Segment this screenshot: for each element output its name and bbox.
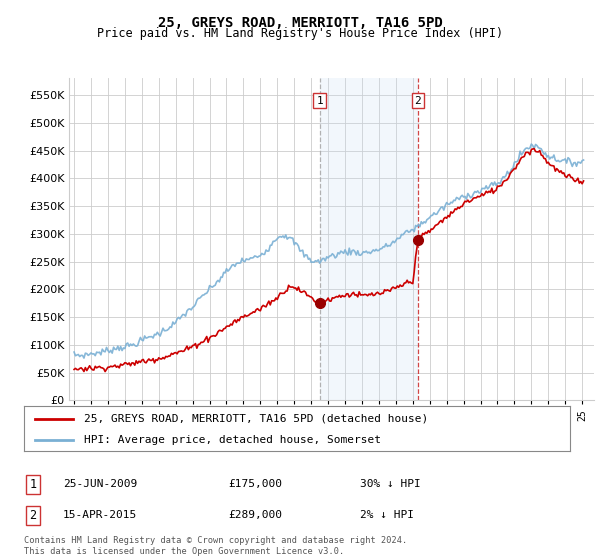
- Text: 25, GREYS ROAD, MERRIOTT, TA16 5PD: 25, GREYS ROAD, MERRIOTT, TA16 5PD: [158, 16, 442, 30]
- Text: 2% ↓ HPI: 2% ↓ HPI: [360, 510, 414, 520]
- Text: 1: 1: [29, 478, 37, 491]
- Text: 30% ↓ HPI: 30% ↓ HPI: [360, 479, 421, 489]
- Text: Price paid vs. HM Land Registry's House Price Index (HPI): Price paid vs. HM Land Registry's House …: [97, 27, 503, 40]
- Text: 15-APR-2015: 15-APR-2015: [63, 510, 137, 520]
- Text: Contains HM Land Registry data © Crown copyright and database right 2024.
This d: Contains HM Land Registry data © Crown c…: [24, 536, 407, 556]
- Text: 25, GREYS ROAD, MERRIOTT, TA16 5PD (detached house): 25, GREYS ROAD, MERRIOTT, TA16 5PD (deta…: [84, 413, 428, 423]
- Text: 1: 1: [316, 96, 323, 106]
- Text: 2: 2: [29, 508, 37, 522]
- Text: 2: 2: [415, 96, 421, 106]
- Text: £175,000: £175,000: [228, 479, 282, 489]
- Text: 25-JUN-2009: 25-JUN-2009: [63, 479, 137, 489]
- Text: £289,000: £289,000: [228, 510, 282, 520]
- Bar: [320, 78, 418, 400]
- Text: HPI: Average price, detached house, Somerset: HPI: Average price, detached house, Some…: [84, 435, 381, 445]
